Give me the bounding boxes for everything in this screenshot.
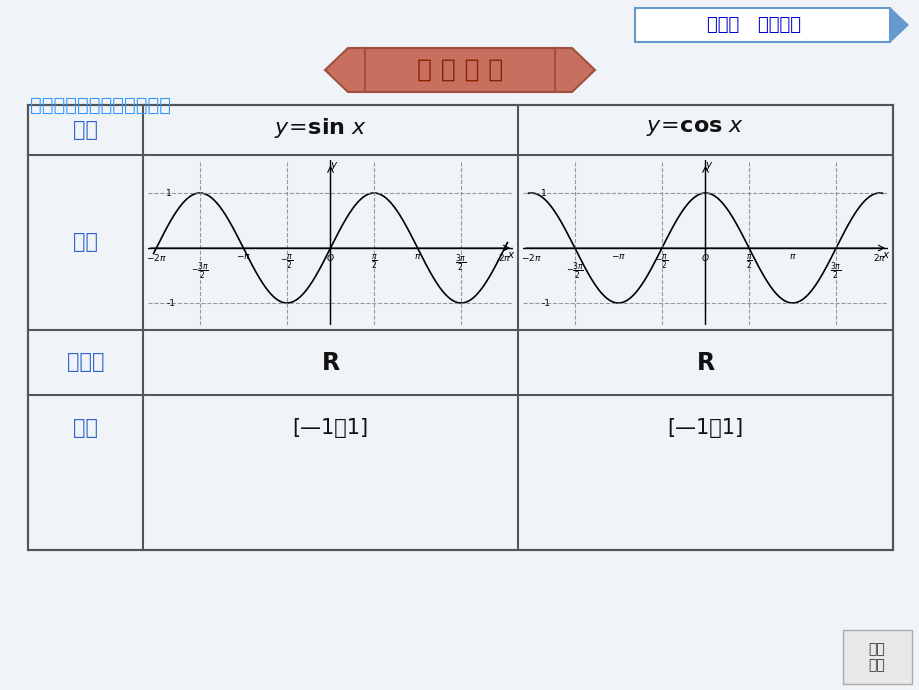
Text: [—1，1]: [—1，1]: [292, 417, 369, 437]
Text: [—1，1]: [—1，1]: [666, 417, 743, 437]
Text: 第五章   三角函数: 第五章 三角函数: [707, 16, 800, 34]
Text: 栏目
导引: 栏目 导引: [868, 642, 884, 672]
Text: $y$: $y$: [705, 159, 713, 172]
FancyBboxPatch shape: [634, 8, 889, 42]
Text: $-\dfrac{\pi}{2}$: $-\dfrac{\pi}{2}$: [280, 253, 293, 270]
Text: 1: 1: [166, 188, 172, 197]
Polygon shape: [554, 48, 595, 92]
Text: $-\dfrac{3\pi}{2}$: $-\dfrac{3\pi}{2}$: [565, 261, 584, 281]
Text: $\dfrac{3\pi}{2}$: $\dfrac{3\pi}{2}$: [830, 261, 841, 281]
Text: $\dfrac{3\pi}{2}$: $\dfrac{3\pi}{2}$: [455, 253, 467, 273]
Text: 函数: 函数: [73, 120, 98, 140]
Text: $y\!=\!\mathbf{cos}\ \mathit{x}$: $y\!=\!\mathbf{cos}\ \mathit{x}$: [646, 118, 743, 138]
Text: $-\pi$: $-\pi$: [235, 253, 251, 262]
FancyBboxPatch shape: [842, 630, 911, 684]
Text: $2\pi$: $2\pi$: [497, 253, 511, 264]
Text: $\pi$: $\pi$: [414, 253, 421, 262]
Bar: [28, 105, 892, 550]
Text: 1: 1: [540, 188, 547, 197]
Text: 值域: 值域: [73, 417, 98, 437]
Text: 正弦函数、余弦函数的图象: 正弦函数、余弦函数的图象: [30, 95, 171, 115]
Text: $2\pi$: $2\pi$: [872, 253, 885, 264]
Text: $-\pi$: $-\pi$: [610, 253, 625, 262]
Text: R: R: [696, 351, 714, 375]
Text: $-\dfrac{\pi}{2}$: $-\dfrac{\pi}{2}$: [654, 253, 668, 270]
FancyBboxPatch shape: [359, 48, 560, 92]
Polygon shape: [324, 48, 365, 92]
Text: 新 知 初 探: 新 知 初 探: [416, 58, 503, 82]
Text: $O$: $O$: [700, 253, 709, 264]
Text: R: R: [321, 351, 339, 375]
Text: $-2\pi$: $-2\pi$: [146, 253, 166, 264]
Polygon shape: [889, 8, 907, 42]
Text: $x$: $x$: [881, 250, 890, 259]
Text: $\dfrac{\pi}{2}$: $\dfrac{\pi}{2}$: [744, 253, 752, 270]
Text: 图象: 图象: [73, 233, 98, 253]
Text: $-\dfrac{3\pi}{2}$: $-\dfrac{3\pi}{2}$: [190, 261, 209, 281]
Text: $y$: $y$: [330, 159, 338, 172]
Text: $\pi$: $\pi$: [788, 253, 796, 262]
Text: -1: -1: [166, 299, 175, 308]
Text: $O$: $O$: [326, 253, 335, 264]
Text: $-2\pi$: $-2\pi$: [520, 253, 541, 264]
Text: $\dfrac{\pi}{2}$: $\dfrac{\pi}{2}$: [370, 253, 377, 270]
Text: $x$: $x$: [506, 250, 516, 259]
Text: 定义域: 定义域: [67, 353, 104, 373]
Text: $y\!=\!\mathbf{sin}\ \mathit{x}$: $y\!=\!\mathbf{sin}\ \mathit{x}$: [274, 116, 367, 140]
Text: -1: -1: [540, 299, 550, 308]
